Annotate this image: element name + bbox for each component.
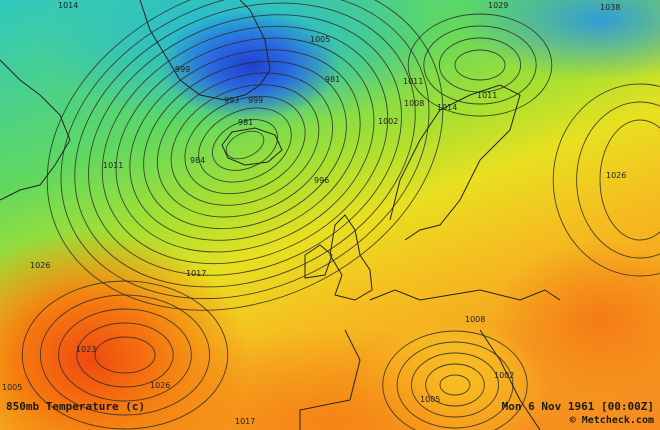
- greenland-coast: [139, 0, 271, 101]
- isobar-label: 1014: [58, 1, 78, 10]
- isobar-low: [60, 0, 430, 300]
- isobar-high: [407, 13, 553, 117]
- isobar-low: [198, 107, 292, 183]
- isobar-label: 1017: [235, 417, 255, 426]
- isobar-label: 1002: [378, 117, 398, 126]
- isobar-low: [184, 95, 306, 195]
- isobar-low: [225, 130, 265, 160]
- isobar-high: [599, 119, 660, 241]
- isobar-labels: 999 993 999 981 984 981 1005 1011 1017 1026 1023 10…: [2, 1, 626, 426]
- isobar-high: [439, 374, 471, 396]
- scandinavia-coast: [389, 84, 521, 241]
- isobar-low: [170, 84, 320, 206]
- isobar-label: 993: [224, 96, 239, 105]
- isobar-high: [94, 336, 156, 374]
- isobar-label: 984: [190, 156, 205, 165]
- isobar-label: 1008: [404, 99, 424, 108]
- isobar-low: [129, 49, 361, 241]
- isobar-label: 1023: [76, 345, 96, 354]
- map-title: 850mb Temperature (c): [6, 400, 146, 413]
- isobar-low: [101, 25, 389, 265]
- isobar-label: 1005: [2, 383, 22, 392]
- isobar-low: [115, 37, 375, 253]
- isobar-label: 1011: [403, 77, 423, 86]
- coastlines: [0, 0, 561, 430]
- isobar-high: [423, 25, 537, 105]
- isobar-label: 1038: [600, 3, 620, 12]
- isobar-low: [211, 119, 279, 171]
- isobar-high: [76, 322, 174, 388]
- isobar-label: 981: [325, 75, 340, 84]
- map-timestamp: Mon 6 Nov 1961 [00:00Z]: [501, 400, 654, 413]
- isobar-label: 1005: [310, 35, 330, 44]
- europe-coast: [299, 289, 561, 430]
- isobar-high: [454, 49, 506, 81]
- isobar-low: [74, 2, 416, 288]
- isobar-label: 1005: [420, 395, 440, 404]
- isobar-label: 1011: [477, 91, 497, 100]
- isobar-label: 999: [175, 65, 190, 74]
- isobar-label: 996: [314, 176, 329, 185]
- isobar-label: 1026: [606, 171, 626, 180]
- britain-coast: [304, 214, 373, 301]
- isobar-label: 1011: [103, 161, 123, 170]
- isobar-label: 1026: [30, 261, 50, 270]
- isobar-low: [46, 0, 444, 311]
- credit-link[interactable]: © Metcheck.com: [569, 415, 654, 426]
- isobar-high: [438, 37, 522, 93]
- isobar-high: [396, 341, 514, 429]
- isobar-label: 1029: [488, 1, 508, 10]
- isobar-label: 1002: [494, 371, 514, 380]
- isobar-label: 1017: [186, 269, 206, 278]
- iceland-coast: [221, 127, 283, 166]
- isobar-high: [410, 352, 500, 418]
- isobar-label: 1026: [150, 381, 170, 390]
- isobar-low: [156, 72, 334, 218]
- isobar-high: [21, 280, 229, 430]
- isobar-low: [143, 60, 347, 230]
- isobar-high: [552, 83, 660, 277]
- isobar-high: [576, 101, 660, 259]
- isobar-high: [58, 308, 192, 402]
- isobar-label: 999: [248, 96, 263, 105]
- isobar-low: [88, 14, 402, 276]
- canada-coast: [0, 59, 71, 201]
- isobar-high: [382, 330, 528, 430]
- isobar-label: 1008: [465, 315, 485, 324]
- isobar-label: 1014: [437, 103, 457, 112]
- isobar-high: [425, 363, 485, 407]
- isobar-high: [39, 294, 211, 416]
- isobar-label: 981: [238, 118, 253, 127]
